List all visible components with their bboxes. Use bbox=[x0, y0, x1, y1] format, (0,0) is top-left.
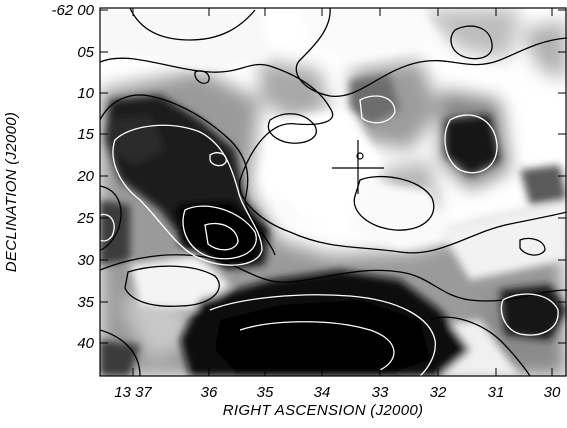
contour-white-8 bbox=[500, 293, 559, 336]
contour-white-1 bbox=[112, 124, 263, 266]
x-tick-label: 36 bbox=[201, 384, 218, 401]
contour-black-1 bbox=[100, 57, 567, 254]
x-tick-label: 34 bbox=[314, 384, 331, 401]
x-tick-label: 30 bbox=[544, 384, 561, 401]
x-tick-label: 32 bbox=[430, 384, 447, 401]
plot-frame bbox=[99, 7, 567, 377]
contour-white-10 bbox=[100, 213, 115, 242]
contour-white-4 bbox=[209, 152, 227, 167]
x-tick-label: 35 bbox=[257, 384, 274, 401]
y-tick-label: 05 bbox=[77, 44, 94, 61]
contour-white-2 bbox=[182, 205, 257, 260]
y-tick-label: 25 bbox=[76, 210, 94, 227]
contour-white-9 bbox=[359, 95, 396, 124]
x-tick-label: 31 bbox=[488, 384, 505, 401]
x-tick-label: 33 bbox=[372, 384, 389, 401]
y-tick-label: 40 bbox=[77, 335, 94, 352]
tick-marks bbox=[100, 8, 566, 376]
y-tick-label: 15 bbox=[77, 126, 94, 143]
y-axis-title: DECLINATION (J2000) bbox=[3, 112, 20, 272]
contour-white-5 bbox=[209, 294, 436, 376]
cross-marker bbox=[332, 140, 384, 194]
greyscale-image bbox=[100, 8, 567, 376]
contour-black-2 bbox=[295, 8, 567, 97]
contour-white-7 bbox=[444, 114, 498, 174]
contour-black-11 bbox=[519, 237, 546, 256]
contour-black-5 bbox=[124, 265, 220, 307]
contour-black-12 bbox=[100, 94, 276, 256]
y-tick-label: 35 bbox=[77, 294, 94, 311]
contour-black-13 bbox=[100, 185, 122, 251]
y-tick-label: 20 bbox=[76, 168, 94, 185]
y-tick-labels: -62 00 05 10 15 20 25 30 35 40 bbox=[51, 2, 94, 352]
contour-white-3 bbox=[204, 222, 239, 251]
contour-black-9 bbox=[429, 316, 531, 376]
x-tick-labels: 13 37 36 35 34 33 32 31 30 bbox=[114, 384, 561, 401]
contour-black-10 bbox=[194, 70, 210, 84]
y-tick-label: 10 bbox=[77, 85, 94, 102]
y-tick-label: 30 bbox=[77, 252, 94, 269]
x-tick-label: 13 37 bbox=[114, 384, 152, 401]
contour-black-3 bbox=[129, 8, 256, 41]
contour-black-8 bbox=[450, 25, 493, 60]
contour-lines bbox=[100, 8, 567, 376]
contour-black-6 bbox=[353, 175, 435, 231]
contour-black-14 bbox=[100, 329, 141, 376]
contour-white-6 bbox=[239, 321, 395, 371]
contour-black-7 bbox=[267, 113, 317, 144]
x-axis-title: RIGHT ASCENSION (J2000) bbox=[223, 402, 424, 419]
y-tick-label: -62 00 bbox=[51, 2, 94, 19]
